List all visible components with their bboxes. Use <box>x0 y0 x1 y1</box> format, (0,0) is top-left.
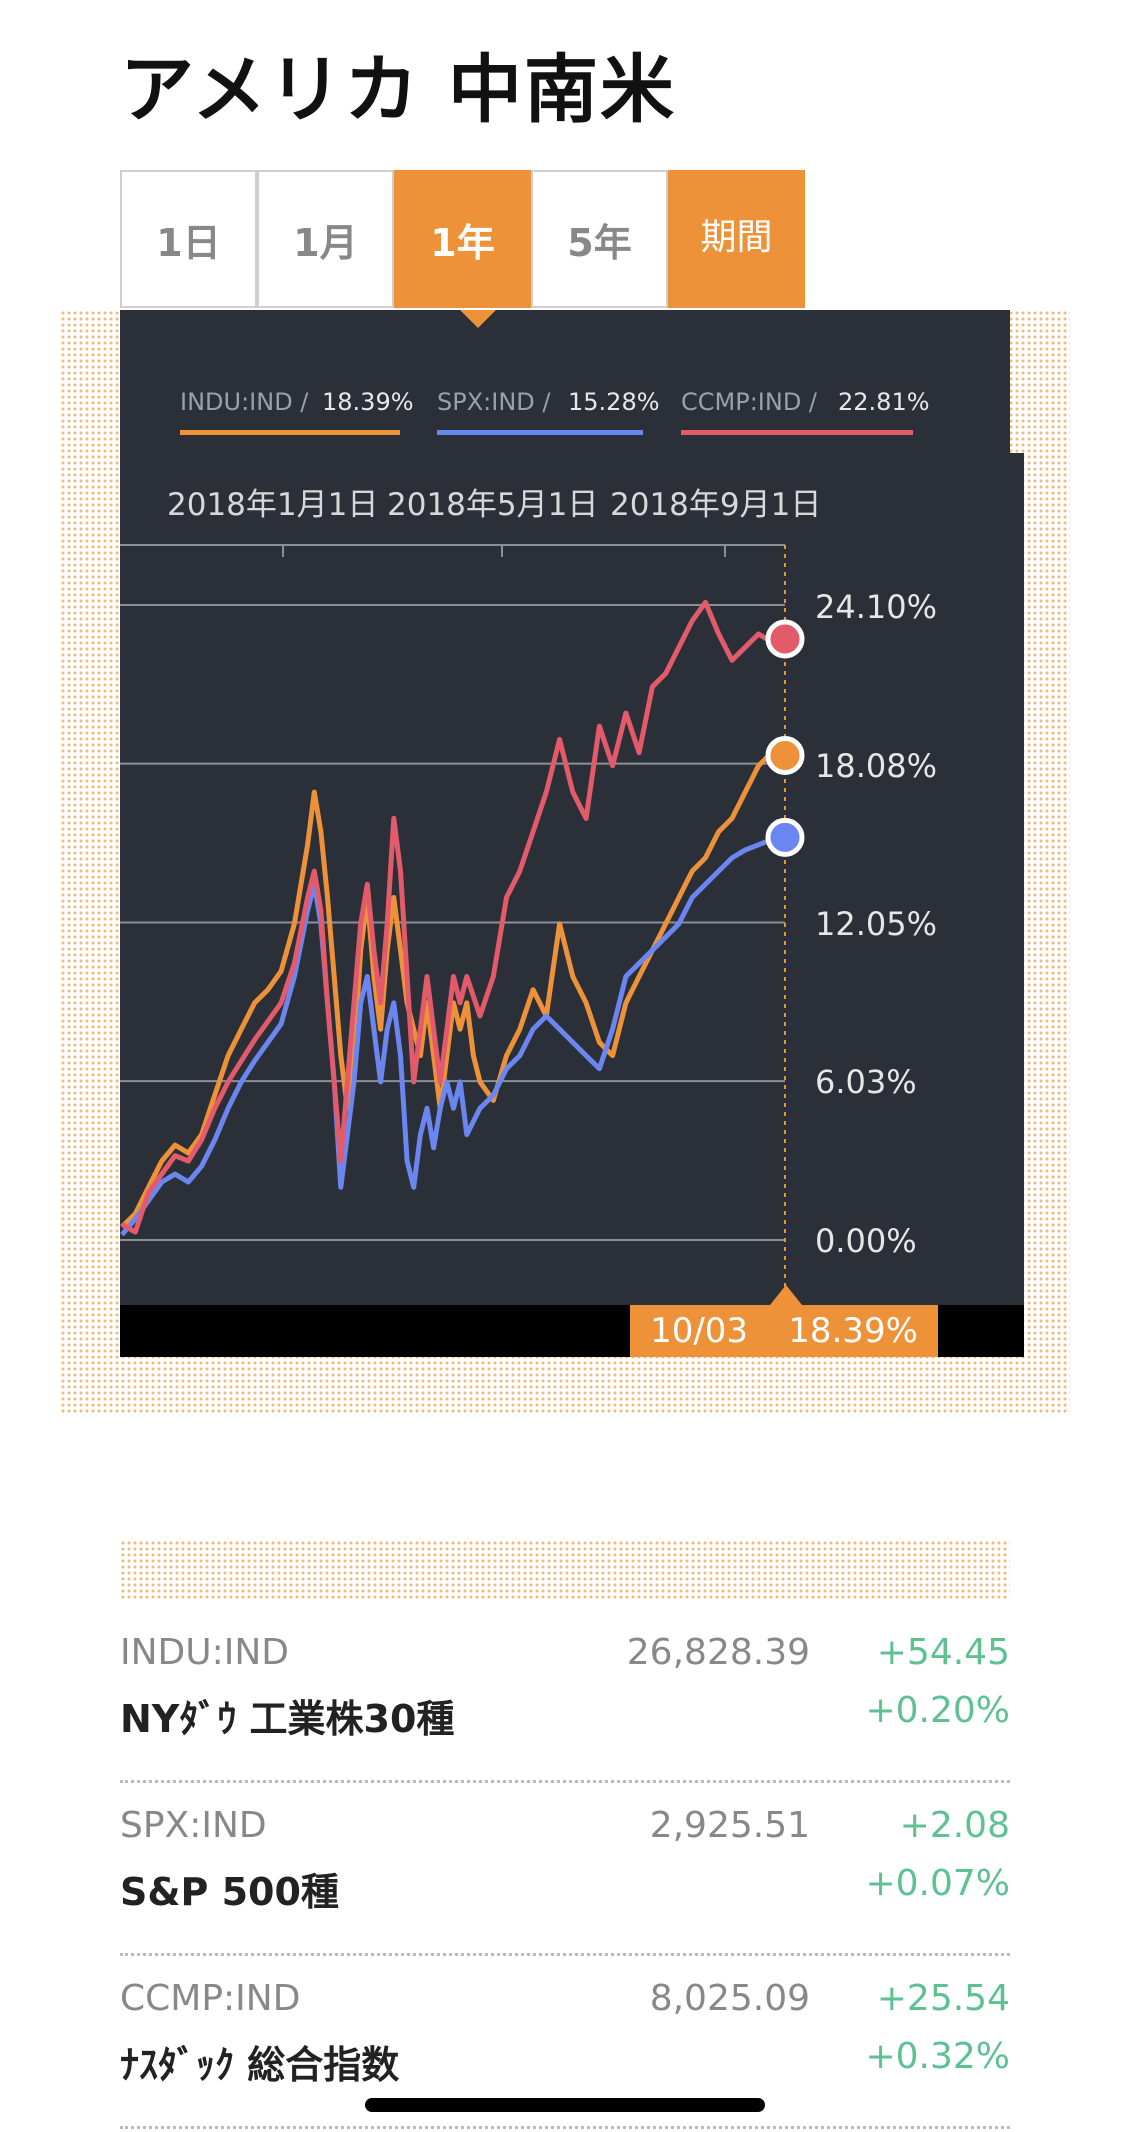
badge-value: 18.39% <box>788 1311 918 1351</box>
list-item[interactable]: SPX:IND S&P 500種 2,925.51 +2.08 +0.07% <box>120 1783 1010 1956</box>
badge-date: 10/03 <box>650 1311 749 1351</box>
index-list: INDU:IND NYﾀﾞｳ 工業株30種 26,828.39 +54.45 +… <box>120 1610 1010 2129</box>
legend-ccmp-code: CCMP:IND / <box>681 388 818 416</box>
tab-5-year[interactable]: 5年 <box>531 170 668 308</box>
legend-spx-code: SPX:IND / <box>437 388 551 416</box>
index-price: 26,828.39 <box>626 1632 810 1673</box>
index-change: +25.54 <box>876 1978 1010 2019</box>
legend-spx-swatch <box>437 430 643 435</box>
chart-panel-extension <box>1010 453 1024 1355</box>
x-tick-label: 2018年5月1日 <box>387 487 598 523</box>
date-value-badge: 10/03 18.39% <box>630 1305 938 1357</box>
legend-indu-swatch <box>180 430 400 435</box>
x-axis: 2018年1月1日 2018年5月1日 2018年9月1日 <box>120 487 821 557</box>
y-tick-label: 12.05% <box>815 905 937 943</box>
legend-indu-code: INDU:IND / <box>180 388 309 416</box>
index-price: 8,025.09 <box>649 1978 810 2019</box>
y-axis-labels: 24.10% 18.08% 12.05% 6.03% 0.00% <box>815 588 937 1260</box>
series-end-dot <box>765 817 805 857</box>
performance-chart: INDU:IND / 18.39% SPX:IND / 15.28% CCMP:… <box>120 388 937 1290</box>
legend-ccmp-swatch <box>681 430 913 435</box>
index-change: +2.08 <box>899 1805 1010 1846</box>
legend-spx-value: 15.28% <box>568 388 660 416</box>
y-tick-label: 6.03% <box>815 1063 917 1101</box>
index-code: INDU:IND <box>120 1632 290 1673</box>
legend-ccmp-value: 22.81% <box>838 388 930 416</box>
index-code: CCMP:IND <box>120 1978 301 2019</box>
index-name: S&P 500種 <box>120 1870 339 1914</box>
chart-panel <box>120 310 1010 1355</box>
series-line-ccmpind <box>120 599 786 1235</box>
y-tick-label: 0.00% <box>815 1222 917 1260</box>
y-tick-label: 24.10% <box>815 588 937 626</box>
series-end-dot <box>765 735 805 775</box>
tab-1-month[interactable]: 1月 <box>257 170 394 308</box>
index-percent: +0.20% <box>865 1690 1010 1731</box>
y-gridlines <box>120 604 785 1241</box>
legend-indu-value: 18.39% <box>322 388 414 416</box>
index-price: 2,925.51 <box>649 1805 810 1846</box>
list-item[interactable]: CCMP:IND ﾅｽﾀﾞｯｸ 総合指数 8,025.09 +25.54 +0.… <box>120 1956 1010 2129</box>
list-item[interactable]: INDU:IND NYﾀﾞｳ 工業株30種 26,828.39 +54.45 +… <box>120 1610 1010 1783</box>
series-lines <box>120 599 786 1237</box>
index-percent: +0.07% <box>865 1863 1010 1904</box>
date-badge-pointer <box>770 1285 802 1305</box>
x-tick-label: 2018年9月1日 <box>610 487 821 523</box>
series-end-markers <box>765 619 805 857</box>
list-header-band <box>120 1540 1010 1600</box>
index-change: +54.45 <box>876 1632 1010 1673</box>
active-tab-pointer <box>460 310 496 328</box>
page-title: アメリカ 中南米 <box>120 47 677 133</box>
tab-1-year[interactable]: 1年 <box>394 170 531 308</box>
index-name: ﾅｽﾀﾞｯｸ 総合指数 <box>120 2043 400 2087</box>
index-name: NYﾀﾞｳ 工業株30種 <box>120 1697 455 1741</box>
series-end-dot <box>765 619 805 659</box>
index-code: SPX:IND <box>120 1805 267 1846</box>
index-percent: +0.32% <box>865 2036 1010 2077</box>
chart-legend: INDU:IND / 18.39% SPX:IND / 15.28% CCMP:… <box>180 388 930 435</box>
y-tick-label: 18.08% <box>815 747 937 785</box>
home-indicator <box>365 2098 765 2112</box>
series-line-induind <box>120 750 786 1229</box>
tab-period[interactable]: 期間 <box>668 170 805 308</box>
period-tabs: 1日 1月 1年 5年 期間 <box>120 170 820 310</box>
x-tick-label: 2018年1月1日 <box>167 487 378 523</box>
series-line-spxind <box>120 834 786 1237</box>
tab-1-day[interactable]: 1日 <box>120 170 257 308</box>
